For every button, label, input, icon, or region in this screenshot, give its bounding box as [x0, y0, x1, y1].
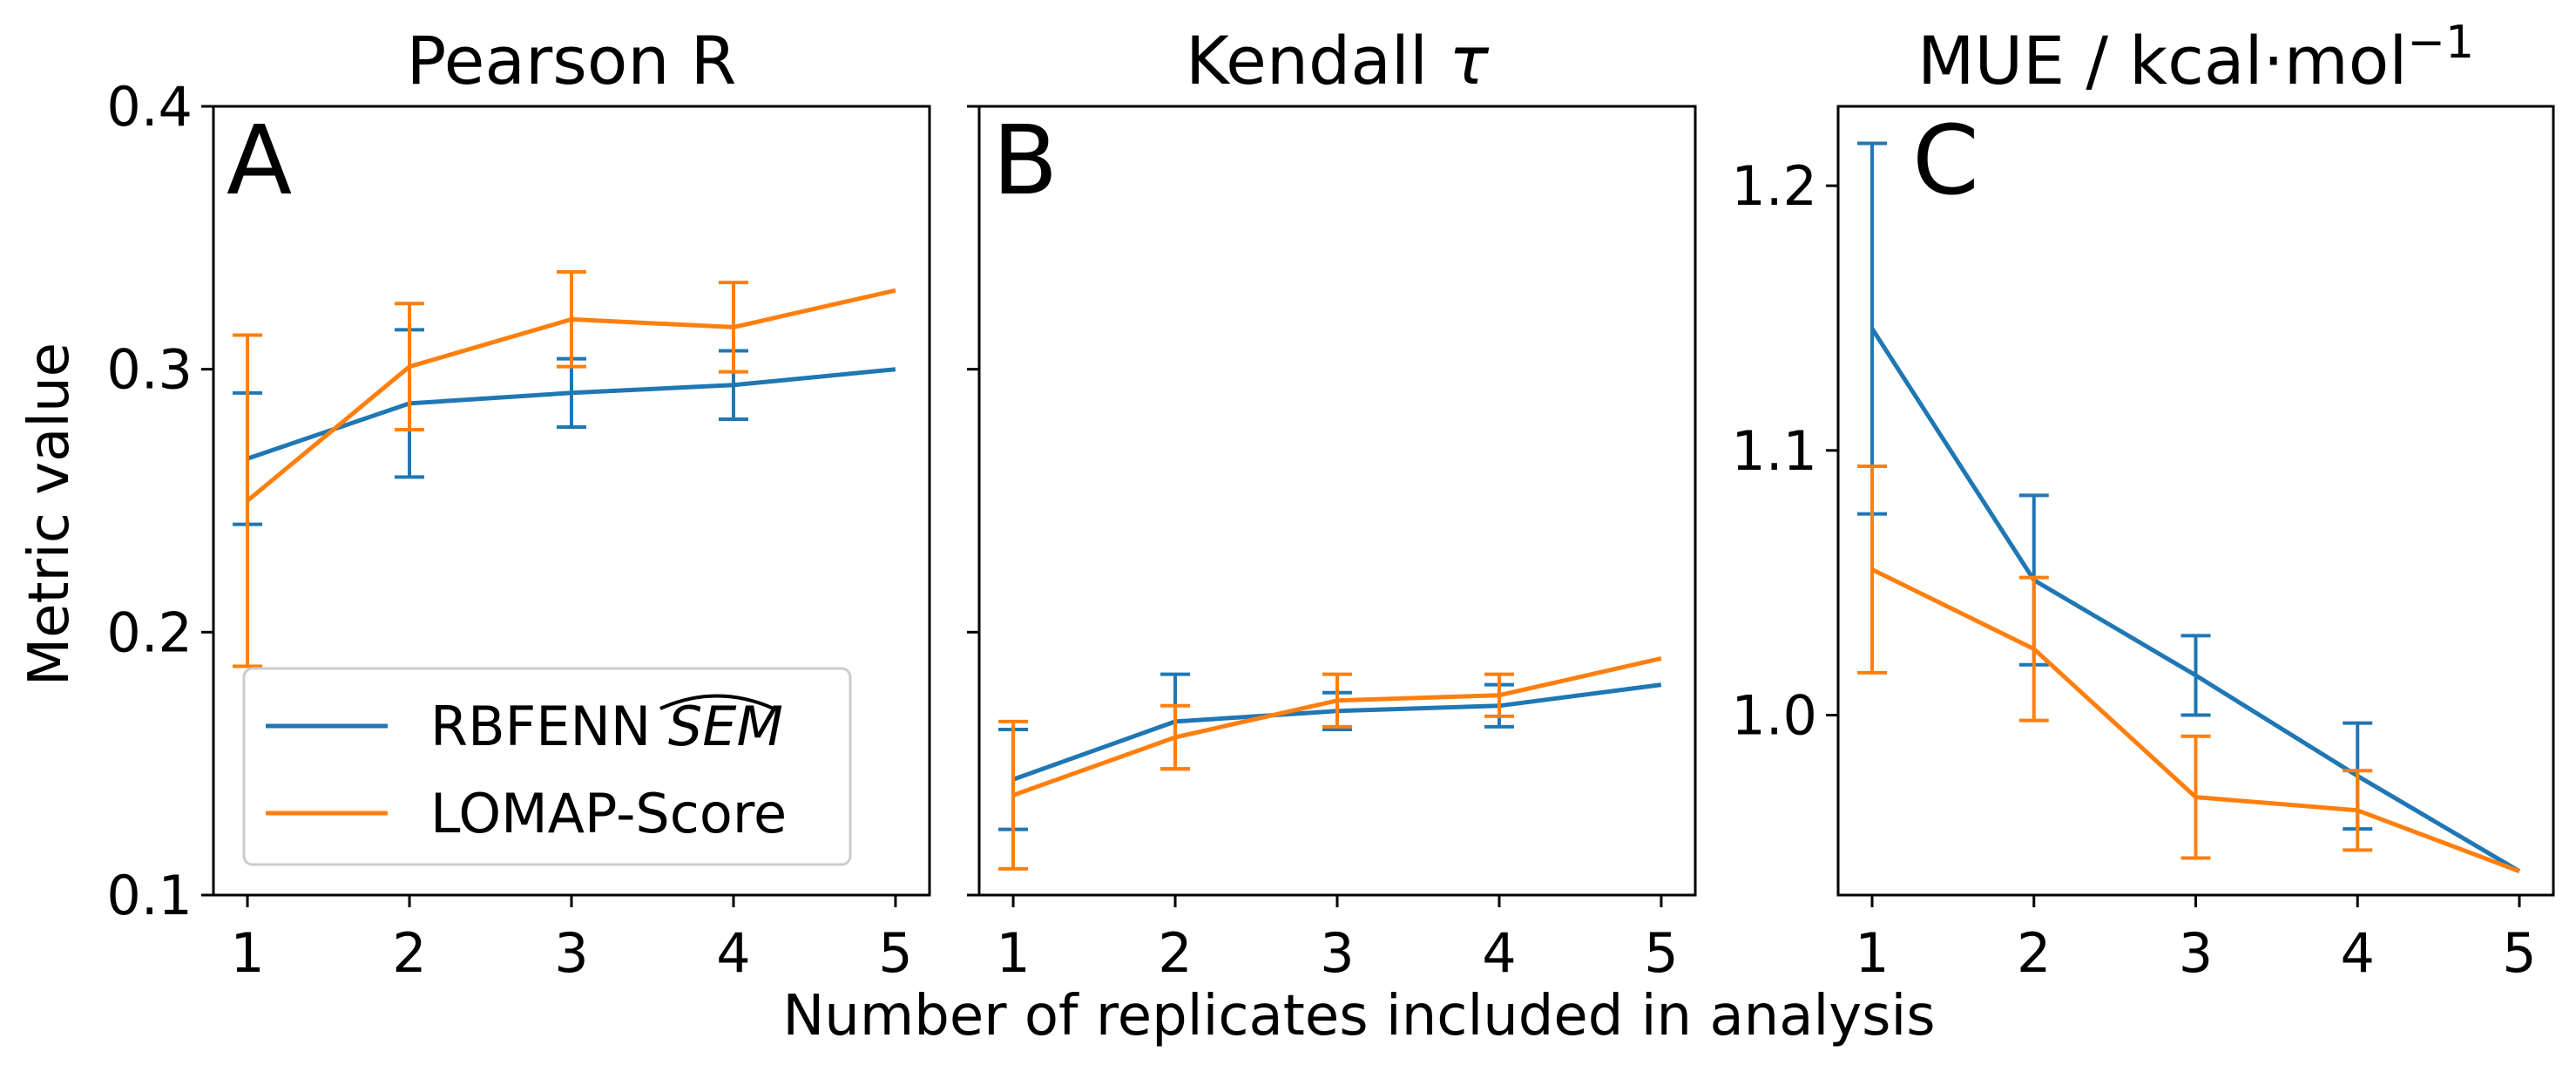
panel-title-symbol: τ: [1449, 22, 1490, 99]
panel-title-text: MUE / kcal·mol: [1917, 22, 2407, 99]
legend-hat-mark: [659, 694, 774, 710]
panel-letter: B: [992, 105, 1058, 216]
x-tick-label: 5: [2502, 921, 2536, 985]
y-tick-label: 1.2: [1731, 154, 1817, 218]
y-tick-label: 0.3: [106, 338, 193, 402]
y-tick-label: 0.2: [106, 600, 193, 664]
panel-title-superscript: −1: [2407, 17, 2474, 69]
panel-letter: C: [1912, 105, 1979, 216]
panels: 1 2 3 4 5 0.1 0.2 0.3 0.4 Pearson R A 1 2 3 4 5 Kendall …: [106, 17, 2555, 985]
x-tick-label: 1: [1855, 921, 1889, 985]
legend: RBFENN SEM LOMAP-Score: [242, 667, 852, 866]
x-tick-label: 2: [2017, 921, 2051, 985]
x-tick-label: 3: [2179, 921, 2213, 985]
legend-label-rbfenn-name: RBFENN: [430, 695, 668, 758]
panel-title-text: Kendall: [1186, 22, 1449, 99]
y-axis-label: Metric value: [17, 343, 82, 686]
x-tick-label: 2: [1158, 921, 1192, 985]
y-tick-label: 0.4: [106, 75, 193, 139]
panel-a: 1 2 3 4 5 0.1 0.2 0.3 0.4 Pearson R A: [106, 22, 931, 985]
x-tick-label: 3: [1320, 921, 1354, 985]
y-tick-label: 1.0: [1731, 683, 1817, 747]
legend-label-lomap: LOMAP-Score: [430, 782, 787, 845]
x-axis-label: Number of replicates included in analysi…: [782, 984, 1935, 1048]
legend-frame: [242, 667, 852, 866]
legend-label-rbfenn: RBFENN SEM: [430, 695, 783, 758]
y-tick-label: 0.1: [106, 864, 193, 927]
panel-title: Pearson R: [407, 22, 737, 99]
x-tick-label: 2: [392, 921, 426, 985]
x-tick-label: 5: [1644, 921, 1678, 985]
y-tick-label: 1.1: [1731, 419, 1817, 483]
panel-title: MUE / kcal·mol−1: [1917, 17, 2474, 99]
panel-title: Kendall τ: [1186, 22, 1490, 99]
x-tick-label: 4: [716, 921, 750, 985]
x-tick-label: 1: [996, 921, 1030, 985]
plot-frame: [977, 105, 1697, 897]
x-tick-label: 4: [2341, 921, 2375, 985]
panel-b: 1 2 3 4 5 Kendall τ B: [967, 22, 1697, 985]
x-tick-label: 3: [554, 921, 588, 985]
x-tick-label: 5: [878, 921, 912, 985]
panel-letter: A: [226, 105, 292, 216]
x-tick-label: 1: [230, 921, 264, 985]
x-tick-label: 4: [1482, 921, 1516, 985]
